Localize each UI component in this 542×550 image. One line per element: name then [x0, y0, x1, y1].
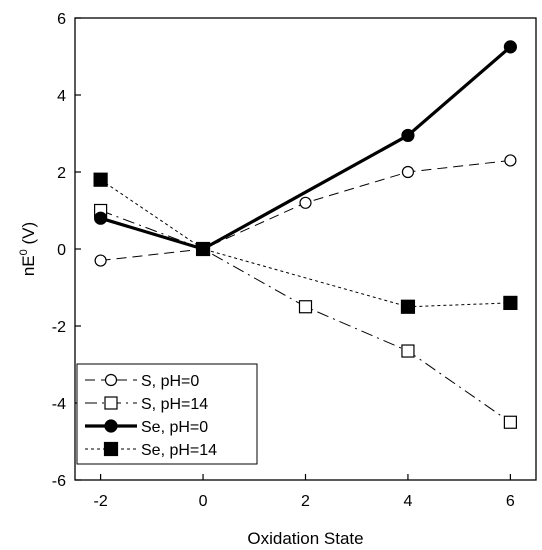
- legend-marker-3: [103, 441, 119, 457]
- x-tick-label: 4: [403, 493, 412, 510]
- y-tick-label: 2: [57, 165, 66, 182]
- x-tick-label: 2: [301, 493, 310, 510]
- series-line-3: [100, 179, 511, 308]
- series-markers: [93, 40, 518, 429]
- y-tick-label: -4: [52, 396, 66, 413]
- series-point-0: [94, 254, 107, 267]
- y-axis-title-unit: (V): [19, 222, 38, 249]
- series-point-0: [504, 154, 517, 167]
- series-point-0: [299, 196, 312, 209]
- y-axis-title: nE0 (V): [18, 222, 38, 276]
- legend-marker-1: [104, 396, 118, 410]
- x-tick-label: 0: [199, 493, 208, 510]
- legend-label-1: S, pH=14: [141, 396, 208, 413]
- legend: S, pH=0 S, pH=14 Se, pH=0 Se, pH=14: [76, 363, 258, 465]
- legend-label-2: Se, pH=0: [141, 419, 208, 436]
- series-point-3: [503, 295, 518, 310]
- series-point-2: [503, 40, 517, 54]
- series-point-1: [401, 344, 415, 358]
- series-point-1: [298, 300, 313, 314]
- legend-label-0: S, pH=0: [141, 373, 199, 390]
- y-tick-label: 0: [57, 242, 66, 259]
- y-tick-label: 6: [57, 11, 66, 28]
- series-point-0: [401, 165, 415, 179]
- y-axis-title-sup: 0: [18, 249, 30, 255]
- series-point-3: [93, 172, 108, 187]
- series-point-2: [94, 211, 108, 225]
- legend-label-3: Se, pH=14: [141, 442, 217, 459]
- x-axis-title: Oxidation State: [247, 529, 363, 548]
- y-tick-label: -6: [52, 473, 66, 490]
- series-point-3: [195, 241, 211, 257]
- series-line-2: [100, 45, 512, 251]
- x-tick-label: 6: [506, 493, 515, 510]
- x-axis: -2 0 2 4 6: [93, 474, 515, 510]
- series-line-0: [100, 159, 511, 262]
- series-point-2: [401, 128, 415, 143]
- y-tick-label: -2: [52, 319, 66, 336]
- x-tick-label: -2: [93, 493, 107, 510]
- y-tick-label: 4: [57, 88, 66, 105]
- y-axis-title-main: nE: [19, 255, 38, 276]
- legend-marker-0: [104, 373, 118, 387]
- series-point-3: [400, 299, 416, 314]
- y-axis: -6 -4 -2 0 2 4 6: [52, 11, 81, 490]
- series-point-1: [503, 415, 517, 429]
- legend-marker-2: [104, 419, 118, 433]
